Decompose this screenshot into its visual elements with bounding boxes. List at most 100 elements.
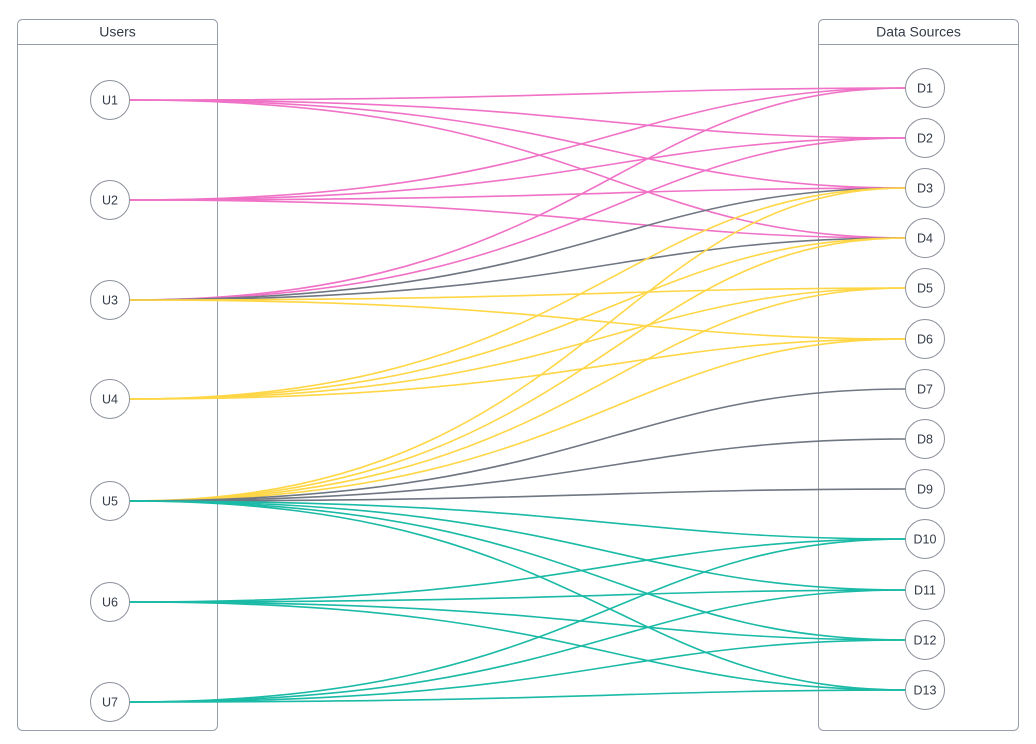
user-node-circle-U2 <box>90 180 130 220</box>
datasource-node-D13: D13 <box>905 670 945 710</box>
datasource-node-label-D3: D3 <box>917 182 933 196</box>
user-node-circle-U5 <box>90 481 130 521</box>
edge-U5-D4 <box>128 237 907 502</box>
edge-U5-D10 <box>128 500 907 540</box>
datasource-node-label-D7: D7 <box>917 383 933 397</box>
edge-U7-D12 <box>128 639 907 703</box>
edge-U5-D5 <box>128 287 907 502</box>
edge-U6-D10 <box>128 538 907 603</box>
user-node-label-U7: U7 <box>102 696 118 710</box>
datasource-node-circle-D5 <box>905 268 945 308</box>
edge-U4-D3 <box>128 187 907 400</box>
datasource-node-label-D10: D10 <box>914 533 937 547</box>
user-node-label-U6: U6 <box>102 596 118 610</box>
edge-U2-D2 <box>128 137 907 201</box>
user-node-U2: U2 <box>90 180 130 220</box>
edge-U1-D2 <box>128 99 907 139</box>
edge-U5-D7 <box>128 388 907 502</box>
datasource-node-circle-D12 <box>905 620 945 660</box>
edge-U7-D11 <box>128 589 907 703</box>
users-panel: Users <box>17 19 218 731</box>
user-node-label-U4: U4 <box>102 393 118 407</box>
datasource-node-D7: D7 <box>905 369 945 409</box>
datasource-node-D10: D10 <box>905 519 945 559</box>
edge-U6-D12 <box>128 601 907 641</box>
edge-U3-D6 <box>128 299 907 340</box>
edge-U3-D4 <box>128 237 907 301</box>
edge-U4-D4 <box>128 237 907 400</box>
edge-U4-D6 <box>128 338 907 400</box>
edges-layer <box>128 87 907 703</box>
datasource-node-D1: D1 <box>905 68 945 108</box>
datasource-node-circle-D13 <box>905 670 945 710</box>
datasource-node-circle-D4 <box>905 218 945 258</box>
datasource-node-D3: D3 <box>905 168 945 208</box>
datasource-node-D2: D2 <box>905 118 945 158</box>
data-sources-panel-title: Data Sources <box>876 24 961 40</box>
datasource-node-D12: D12 <box>905 620 945 660</box>
edge-U1-D1 <box>128 87 907 101</box>
datasource-node-label-D1: D1 <box>917 82 933 96</box>
datasource-node-label-D5: D5 <box>917 282 933 296</box>
user-node-U5: U5 <box>90 481 130 521</box>
user-node-circle-U1 <box>90 80 130 120</box>
datasource-node-circle-D10 <box>905 519 945 559</box>
edge-U3-D2 <box>128 137 907 301</box>
panels-layer: Users Data Sources <box>17 19 1019 731</box>
datasource-node-label-D6: D6 <box>917 333 933 347</box>
datasource-node-label-D11: D11 <box>914 584 936 598</box>
user-node-label-U3: U3 <box>102 294 118 308</box>
user-node-circle-U4 <box>90 379 130 419</box>
datasource-node-D9: D9 <box>905 469 945 509</box>
user-node-circle-U7 <box>90 682 130 722</box>
user-node-circle-U6 <box>90 582 130 622</box>
edge-U5-D13 <box>128 500 907 691</box>
datasource-node-D4: D4 <box>905 218 945 258</box>
edge-U5-D11 <box>128 500 907 591</box>
datasource-node-label-D4: D4 <box>917 232 933 246</box>
datasource-node-circle-D1 <box>905 68 945 108</box>
datasource-node-D5: D5 <box>905 268 945 308</box>
edge-U6-D11 <box>128 589 907 603</box>
datasource-node-circle-D3 <box>905 168 945 208</box>
user-node-U1: U1 <box>90 80 130 120</box>
edge-U2-D4 <box>128 199 907 239</box>
datasource-node-circle-D2 <box>905 118 945 158</box>
user-node-label-U1: U1 <box>102 94 118 108</box>
user-node-U4: U4 <box>90 379 130 419</box>
edge-U7-D10 <box>128 538 907 703</box>
datasource-node-label-D9: D9 <box>917 483 933 497</box>
edge-U5-D3 <box>128 187 907 502</box>
datasource-node-label-D13: D13 <box>914 684 937 698</box>
user-node-U7: U7 <box>90 682 130 722</box>
edge-U5-D6 <box>128 338 907 502</box>
edge-U7-D13 <box>128 689 907 703</box>
user-node-label-U5: U5 <box>102 495 118 509</box>
datasource-node-circle-D6 <box>905 319 945 359</box>
edge-U5-D12 <box>128 500 907 641</box>
datasource-node-D6: D6 <box>905 319 945 359</box>
user-node-U6: U6 <box>90 582 130 622</box>
datasource-node-D8: D8 <box>905 419 945 459</box>
datasource-node-circle-D7 <box>905 369 945 409</box>
edge-U2-D1 <box>128 87 907 201</box>
datasource-node-circle-D9 <box>905 469 945 509</box>
datasource-node-label-D2: D2 <box>917 132 933 146</box>
datasource-node-label-D8: D8 <box>917 433 933 447</box>
edge-U3-D1 <box>128 87 907 301</box>
edge-U5-D9 <box>128 488 907 502</box>
user-node-label-U2: U2 <box>102 194 118 208</box>
user-node-circle-U3 <box>90 280 130 320</box>
users-panel-box <box>17 19 218 731</box>
datasource-node-circle-D8 <box>905 419 945 459</box>
datasource-node-circle-D11 <box>905 570 945 610</box>
user-node-U3: U3 <box>90 280 130 320</box>
datasource-node-D11: D11 <box>905 570 945 610</box>
edge-U3-D3 <box>128 187 907 301</box>
edge-U1-D4 <box>128 99 907 239</box>
datasource-node-label-D12: D12 <box>914 634 937 648</box>
users-panel-title: Users <box>99 24 136 40</box>
nodes-layer: U1 U2 U3 U4 U5 U6 U7 D1 D2 D3 D4 D5 D6 D7 D8 D9 D10 D11 D1… <box>90 68 945 722</box>
